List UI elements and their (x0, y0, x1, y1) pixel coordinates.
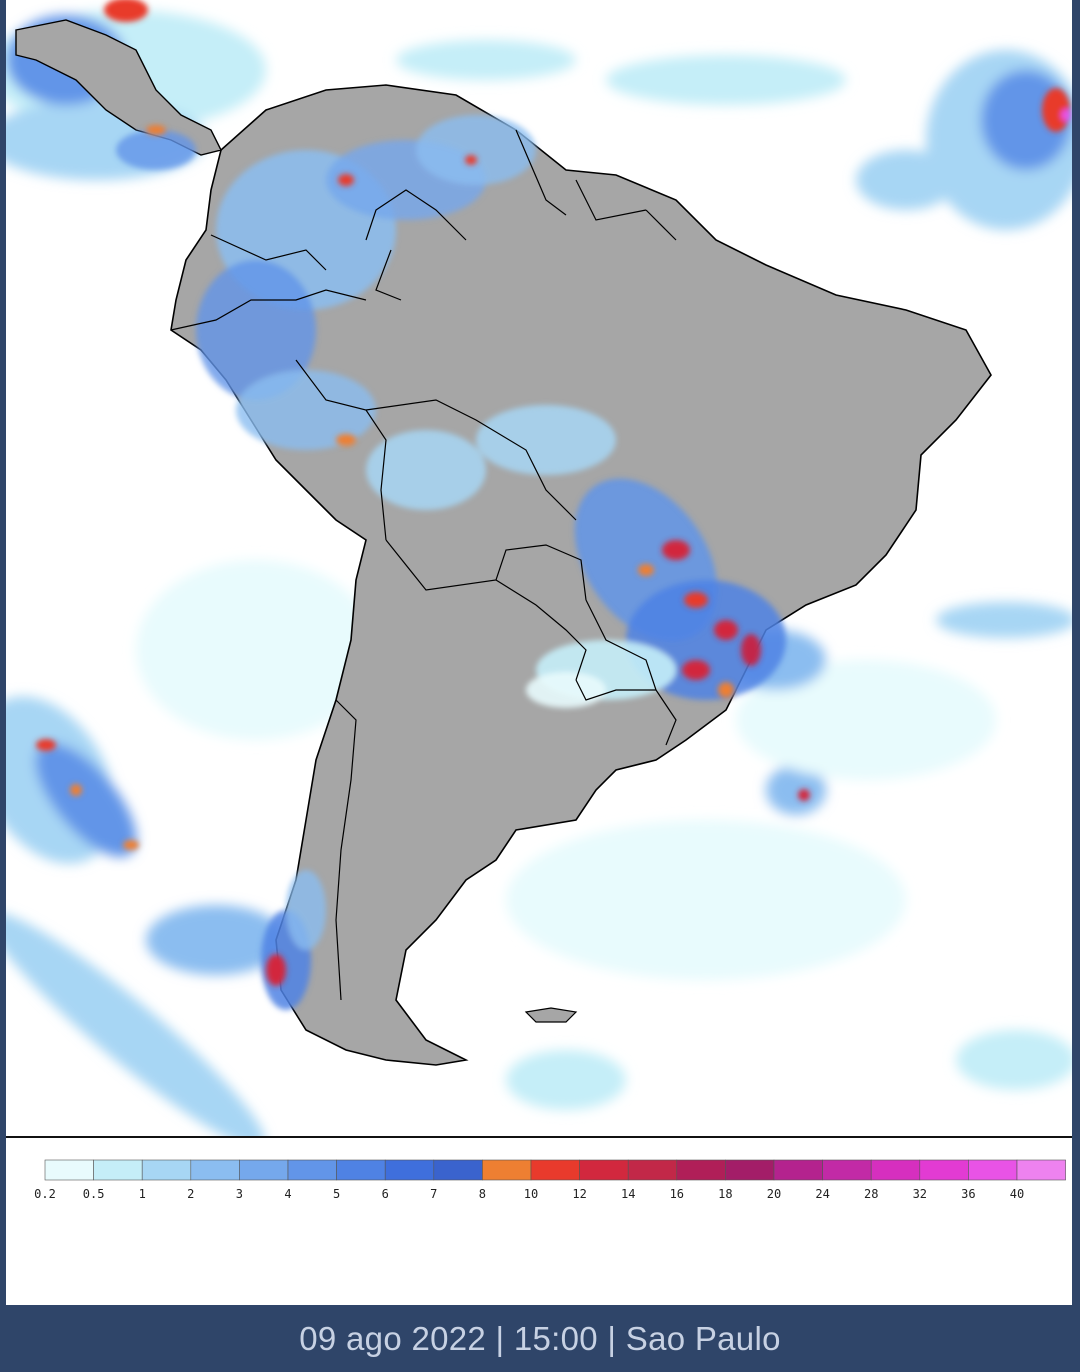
legend-swatch (141, 1159, 192, 1181)
country-borders (170, 129, 677, 1001)
south-america-landmass (170, 84, 992, 1066)
legend-tick-label: 16 (670, 1187, 684, 1201)
legend-tick-label: 4 (284, 1187, 291, 1201)
legend-swatch (579, 1159, 629, 1181)
falkland-islands (524, 1007, 578, 1023)
footer-caption: 09 ago 2022 | 15:00 | Sao Paulo (299, 1319, 781, 1357)
legend-swatch (44, 1159, 94, 1181)
legend-tick-label: 2 (187, 1187, 194, 1201)
legend-swatch (384, 1159, 435, 1181)
legend-tick-label: 0.2 (34, 1187, 56, 1201)
legend-tick-label: 6 (382, 1187, 389, 1201)
central-america-landmass (15, 19, 223, 156)
legend-swatch (482, 1159, 532, 1181)
legend-swatch (676, 1159, 726, 1181)
legend-tick-label: 20 (767, 1187, 781, 1201)
legend-swatch (725, 1159, 775, 1181)
legend-swatch (919, 1159, 969, 1181)
legend-swatch (1016, 1159, 1066, 1181)
legend-tick-label: 0.5 (83, 1187, 105, 1201)
legend-tick-label: 32 (913, 1187, 927, 1201)
precipitation-legend: 0.2 0.5 1 2 3 4 5 6 7 8 10 12 14 16 18 20 24 28 32 36 40 (34, 1159, 1066, 1201)
legend-swatch (93, 1159, 143, 1181)
map-divider (6, 1136, 1072, 1138)
legend-swatch (773, 1159, 823, 1181)
legend-tick-label: 14 (621, 1187, 635, 1201)
footer-bar: 09 ago 2022 | 15:00 | Sao Paulo (0, 1305, 1080, 1372)
legend-swatches (44, 1159, 1066, 1181)
legend-swatch (822, 1159, 872, 1181)
legend-swatch (627, 1159, 678, 1181)
legend-tick-label: 3 (236, 1187, 243, 1201)
legend-swatch (433, 1159, 483, 1181)
heavy-precipitation-cells (36, 0, 1071, 986)
legend-swatch (336, 1159, 386, 1181)
legend-tick-label: 1 (139, 1187, 146, 1201)
legend-tick-label: 24 (815, 1187, 829, 1201)
legend-tick-label: 18 (718, 1187, 732, 1201)
ocean-precipitation (6, 10, 1072, 1136)
legend-swatch (870, 1159, 921, 1181)
legend-swatch (968, 1159, 1018, 1181)
legend-tick-label: 28 (864, 1187, 878, 1201)
legend-tick-label: 7 (430, 1187, 437, 1201)
legend-tick-label: 12 (572, 1187, 586, 1201)
legend-swatch (287, 1159, 337, 1181)
legend-tick-label: 10 (524, 1187, 538, 1201)
forecast-panel: 0.2 0.5 1 2 3 4 5 6 7 8 10 12 14 16 18 20 24 28 32 36 40 (6, 0, 1072, 1305)
precipitation-map (6, 0, 1072, 1136)
legend-swatch (530, 1159, 580, 1181)
legend-tick-label: 8 (479, 1187, 486, 1201)
legend-tick-label: 40 (1010, 1187, 1024, 1201)
legend-tick-label: 5 (333, 1187, 340, 1201)
legend-swatch (239, 1159, 289, 1181)
legend-labels: 0.2 0.5 1 2 3 4 5 6 7 8 10 12 14 16 18 20 24 28 32 36 40 (34, 1187, 1024, 1201)
legend-swatch (190, 1159, 240, 1181)
legend-tick-label: 36 (961, 1187, 975, 1201)
